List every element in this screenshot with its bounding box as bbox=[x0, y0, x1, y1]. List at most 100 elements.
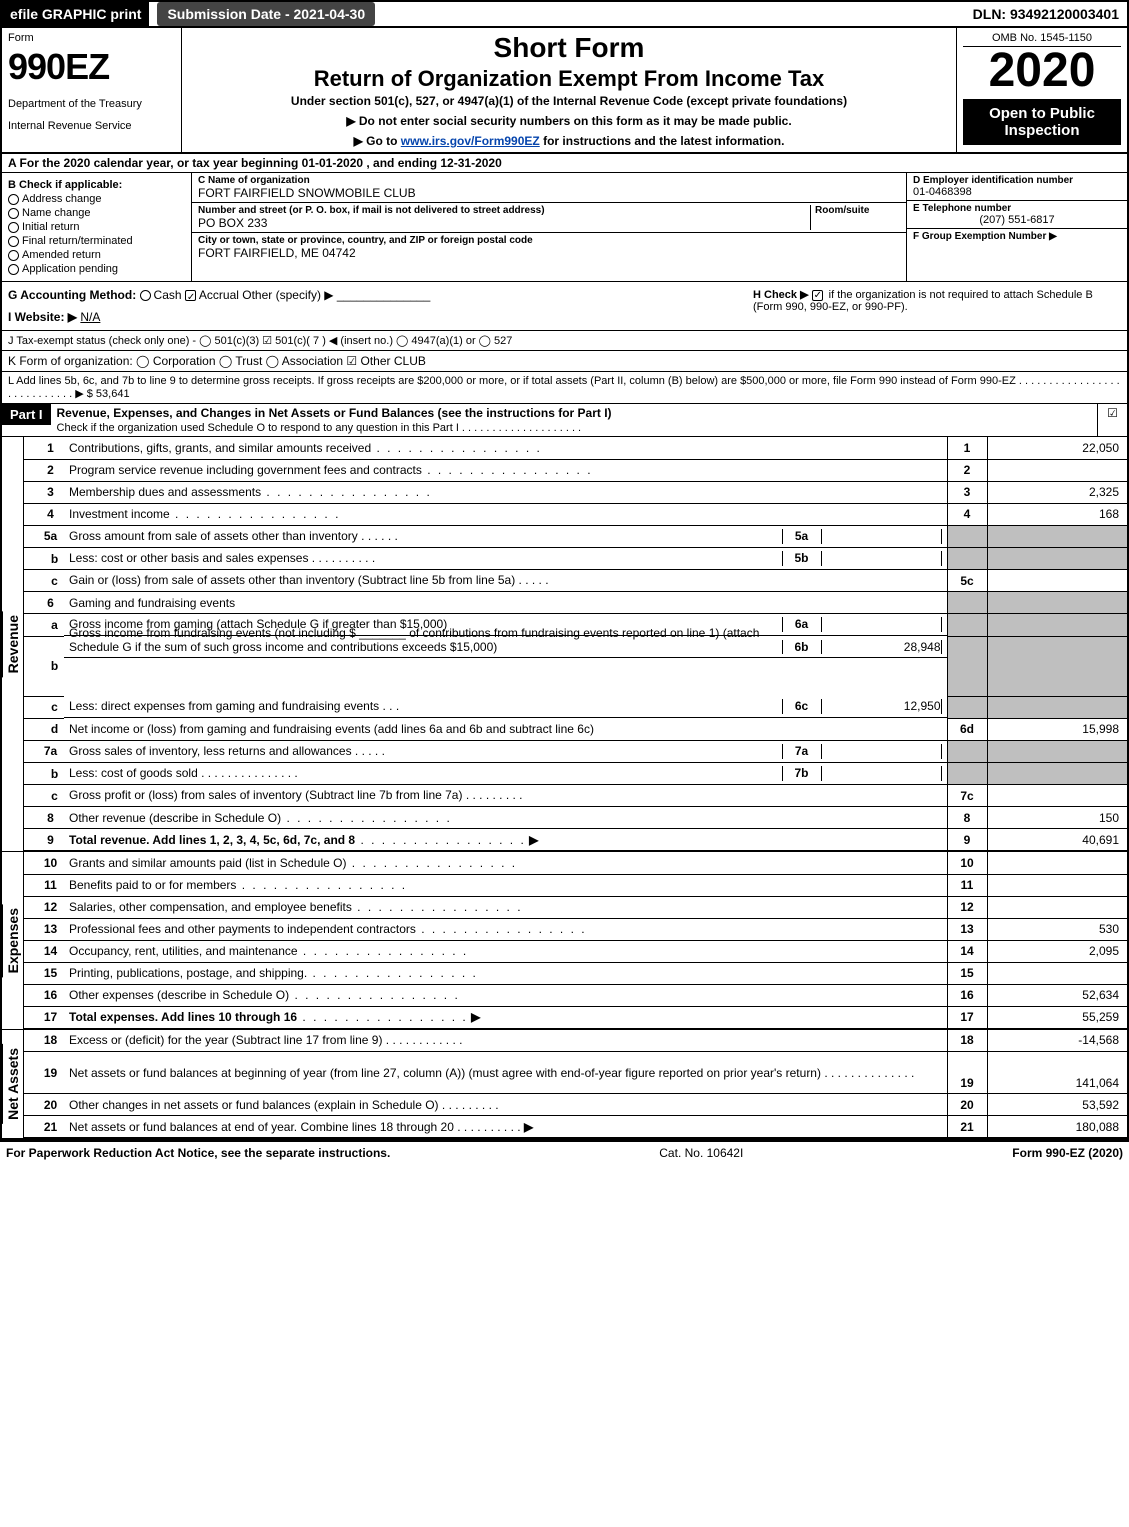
c-addr-label: Number and street (or P. O. box, if mail… bbox=[198, 205, 810, 216]
d-tel-cell: E Telephone number (207) 551-6817 bbox=[907, 201, 1127, 229]
c-addr-cell: Number and street (or P. O. box, if mail… bbox=[192, 203, 906, 233]
line-3: 3Membership dues and assessments32,325 bbox=[24, 481, 1127, 503]
room-label: Room/suite bbox=[815, 205, 900, 216]
b-opt-0[interactable]: Address change bbox=[8, 193, 185, 205]
line-7a: 7aGross sales of inventory, less returns… bbox=[24, 740, 1127, 763]
header-center: Short Form Return of Organization Exempt… bbox=[182, 28, 957, 152]
line-6: 6Gaming and fundraising events bbox=[24, 592, 1127, 614]
cash-label: Cash bbox=[154, 288, 182, 302]
goto-post: for instructions and the latest informat… bbox=[540, 134, 785, 148]
return-title: Return of Organization Exempt From Incom… bbox=[190, 66, 948, 92]
top-bar: efile GRAPHIC print Submission Date - 20… bbox=[0, 0, 1129, 28]
ein-value: 01-0468398 bbox=[913, 186, 1121, 198]
part1-sub: Check if the organization used Schedule … bbox=[57, 422, 582, 434]
revenue-vlabel: Revenue bbox=[2, 437, 24, 851]
website-value: N/A bbox=[80, 310, 100, 324]
line-8: 8Other revenue (describe in Schedule O)8… bbox=[24, 807, 1127, 829]
short-form-title: Short Form bbox=[190, 32, 948, 64]
footer-right: Form 990-EZ (2020) bbox=[1012, 1146, 1123, 1160]
line-4: 4Investment income4168 bbox=[24, 503, 1127, 525]
header-left: Form 990EZ Department of the Treasury In… bbox=[2, 28, 182, 152]
ein-label: D Employer identification number bbox=[913, 175, 1121, 186]
line-12: 12Salaries, other compensation, and empl… bbox=[24, 896, 1127, 918]
cash-check[interactable] bbox=[140, 290, 151, 301]
part1-check[interactable]: ☑ bbox=[1097, 404, 1127, 436]
accrual-check[interactable] bbox=[185, 290, 196, 301]
b-opt-2[interactable]: Initial return bbox=[8, 221, 185, 233]
part1-label: Part I bbox=[2, 404, 51, 425]
h-right: H Check ▶ if the organization is not req… bbox=[747, 282, 1127, 330]
grp-label: F Group Exemption Number ▶ bbox=[913, 231, 1121, 242]
line-7c: cGross profit or (loss) from sales of in… bbox=[24, 785, 1127, 807]
line-13: 13Professional fees and other payments t… bbox=[24, 918, 1127, 940]
form-number: 990EZ bbox=[8, 46, 175, 88]
footer-cat: Cat. No. 10642I bbox=[390, 1146, 1012, 1160]
tel-label: E Telephone number bbox=[913, 203, 1121, 214]
line-14: 14Occupancy, rent, utilities, and mainte… bbox=[24, 940, 1127, 962]
form-header: Form 990EZ Department of the Treasury In… bbox=[2, 28, 1127, 154]
line-1: 1Contributions, gifts, grants, and simil… bbox=[24, 437, 1127, 459]
h-check[interactable] bbox=[812, 290, 823, 301]
line-21: 21Net assets or fund balances at end of … bbox=[24, 1116, 1127, 1138]
line-6c: cLess: direct expenses from gaming and f… bbox=[24, 696, 1127, 718]
col-c: C Name of organization FORT FAIRFIELD SN… bbox=[192, 173, 907, 281]
block-bcd: B Check if applicable: Address change Na… bbox=[2, 173, 1127, 282]
c-city-cell: City or town, state or province, country… bbox=[192, 233, 906, 262]
b-opt-3[interactable]: Final return/terminated bbox=[8, 235, 185, 247]
tax-year: 2020 bbox=[963, 47, 1121, 95]
line-9: 9Total revenue. Add lines 1, 2, 3, 4, 5c… bbox=[24, 829, 1127, 851]
line-17: 17Total expenses. Add lines 10 through 1… bbox=[24, 1006, 1127, 1028]
line-l: L Add lines 5b, 6c, and 7b to line 9 to … bbox=[2, 372, 1127, 404]
g-left: G Accounting Method: Cash Accrual Other … bbox=[2, 282, 747, 330]
efile-label[interactable]: efile GRAPHIC print bbox=[2, 2, 149, 26]
ssn-note: ▶ Do not enter social security numbers o… bbox=[190, 114, 948, 128]
line-11: 11Benefits paid to or for members11 bbox=[24, 874, 1127, 896]
line-16: 16Other expenses (describe in Schedule O… bbox=[24, 984, 1127, 1006]
netassets-section: Net Assets 18Excess or (deficit) for the… bbox=[2, 1030, 1127, 1141]
under-section: Under section 501(c), 527, or 4947(a)(1)… bbox=[190, 94, 948, 108]
c-name-cell: C Name of organization FORT FAIRFIELD SN… bbox=[192, 173, 906, 203]
tel-value: (207) 551-6817 bbox=[913, 214, 1121, 226]
form-frame: Form 990EZ Department of the Treasury In… bbox=[0, 28, 1129, 1142]
irs-link[interactable]: www.irs.gov/Form990EZ bbox=[401, 134, 540, 148]
d-ein-cell: D Employer identification number 01-0468… bbox=[907, 173, 1127, 201]
line-19: 19Net assets or fund balances at beginni… bbox=[24, 1052, 1127, 1094]
line-7b: bLess: cost of goods sold . . . . . . . … bbox=[24, 763, 1127, 785]
dln-label: DLN: 93492120003401 bbox=[965, 2, 1127, 26]
d-grp-cell: F Group Exemption Number ▶ bbox=[907, 229, 1127, 244]
org-name: FORT FAIRFIELD SNOWMOBILE CLUB bbox=[198, 186, 900, 200]
line-a: A For the 2020 calendar year, or tax yea… bbox=[2, 154, 1127, 173]
page-footer: For Paperwork Reduction Act Notice, see … bbox=[0, 1142, 1129, 1164]
b-opt-1[interactable]: Name change bbox=[8, 207, 185, 219]
line-5b: bLess: cost or other basis and sales exp… bbox=[24, 548, 1127, 570]
submission-date: Submission Date - 2021-04-30 bbox=[157, 2, 375, 26]
line-k: K Form of organization: ◯ Corporation ◯ … bbox=[2, 351, 1127, 372]
row-gh: G Accounting Method: Cash Accrual Other … bbox=[2, 282, 1127, 331]
open-public-box: Open to Public Inspection bbox=[963, 99, 1121, 145]
c-name-label: C Name of organization bbox=[198, 175, 900, 186]
b-opt-4[interactable]: Amended return bbox=[8, 249, 185, 261]
line-5a: 5aGross amount from sale of assets other… bbox=[24, 525, 1127, 548]
org-address: PO BOX 233 bbox=[198, 216, 810, 230]
part1-header-row: Part I Revenue, Expenses, and Changes in… bbox=[2, 404, 1127, 437]
c-city-label: City or town, state or province, country… bbox=[198, 235, 900, 246]
form-word: Form bbox=[8, 32, 175, 44]
goto-pre: ▶ Go to bbox=[354, 134, 401, 148]
g-label: G Accounting Method: bbox=[8, 288, 136, 302]
line-j: J Tax-exempt status (check only one) - ◯… bbox=[2, 331, 1127, 351]
line-2: 2Program service revenue including gover… bbox=[24, 459, 1127, 481]
header-right: OMB No. 1545-1150 2020 Open to Public In… bbox=[957, 28, 1127, 152]
i-label: I Website: ▶ bbox=[8, 310, 77, 324]
revenue-section: Revenue 1Contributions, gifts, grants, a… bbox=[2, 437, 1127, 852]
revenue-table: 1Contributions, gifts, grants, and simil… bbox=[24, 437, 1127, 851]
line-5c: cGain or (loss) from sale of assets othe… bbox=[24, 570, 1127, 592]
expenses-section: Expenses 10Grants and similar amounts pa… bbox=[2, 852, 1127, 1030]
col-b: B Check if applicable: Address change Na… bbox=[2, 173, 192, 281]
line-6b: bGross income from fundraising events (n… bbox=[24, 636, 1127, 696]
line-6d: dNet income or (loss) from gaming and fu… bbox=[24, 718, 1127, 740]
dept-treasury: Department of the Treasury bbox=[8, 98, 175, 110]
b-opt-5[interactable]: Application pending bbox=[8, 263, 185, 275]
part1-badge: Part I bbox=[2, 404, 51, 436]
part1-title: Revenue, Expenses, and Changes in Net As… bbox=[51, 404, 1097, 436]
line-18: 18Excess or (deficit) for the year (Subt… bbox=[24, 1030, 1127, 1052]
